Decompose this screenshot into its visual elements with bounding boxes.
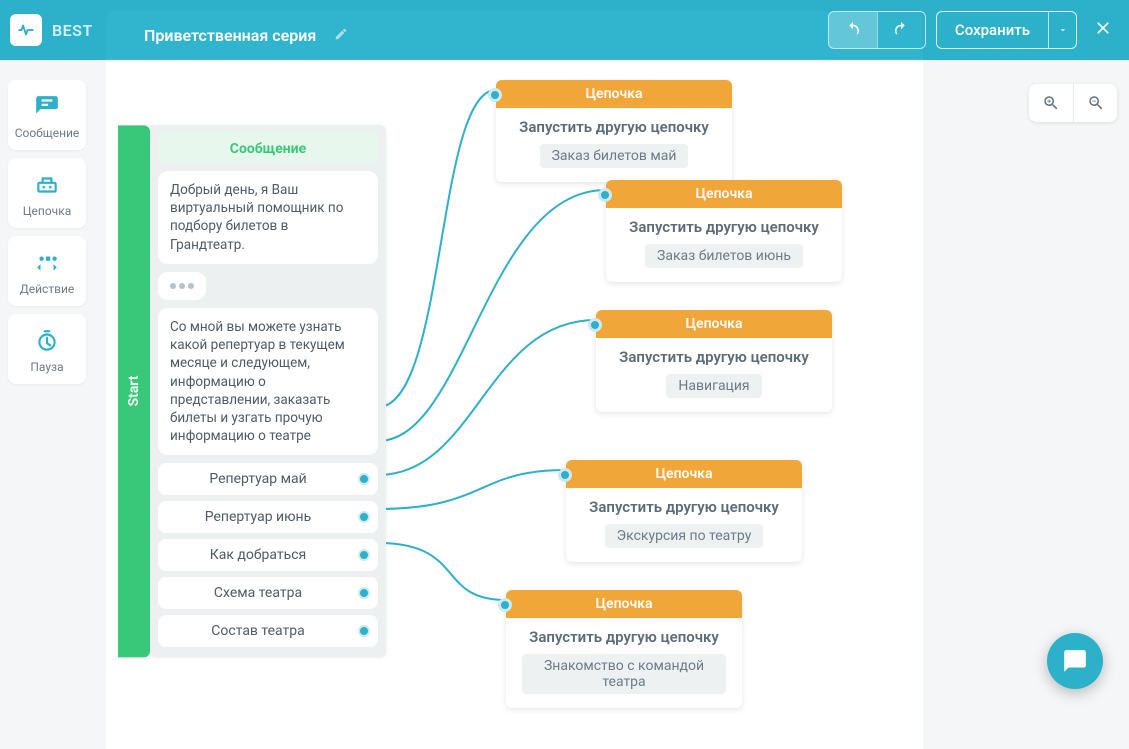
brand-name: BEST: [52, 21, 93, 40]
save-group: Сохранить: [936, 11, 1077, 49]
edit-title-icon[interactable]: [334, 26, 348, 45]
edge: [378, 470, 566, 509]
right-tools: Сохранить: [828, 0, 1119, 60]
brand: BEST: [0, 14, 106, 46]
undo-button[interactable]: [829, 12, 877, 48]
chain-target-pill: Навигация: [666, 374, 761, 398]
message-option[interactable]: Как добраться: [158, 539, 378, 571]
chain-subtitle: Запустить другую цепочку: [612, 348, 816, 366]
chevron-down-icon: [1058, 25, 1068, 35]
chain-node[interactable]: Цепочка Запустить другую цепочку Экскурсия…: [566, 460, 802, 562]
chain-node[interactable]: Цепочка Запустить другую цепочку Навигация: [596, 310, 832, 412]
chain-body: Запустить другую цепочку Навигация: [596, 338, 832, 398]
brand-logo: [10, 14, 42, 46]
option-output-port[interactable]: [358, 625, 370, 637]
chain-target-pill: Заказ билетов май: [540, 144, 689, 168]
undo-icon: [844, 21, 862, 39]
option-label: Состав театра: [211, 623, 304, 639]
canvas[interactable]: Start Сообщение Добрый день, я Ваш вирту…: [106, 60, 923, 749]
chain-body: Запустить другую цепочку Экскурсия по теа…: [566, 488, 802, 548]
chain-target-pill: Знакомство с командой театра: [522, 654, 726, 694]
chain-header: Цепочка: [606, 180, 842, 208]
edge: [378, 543, 506, 600]
chain-node[interactable]: Цепочка Запустить другую цепочку Знакомств…: [506, 590, 742, 708]
save-dropdown-button[interactable]: [1048, 12, 1076, 48]
chain-subtitle: Запустить другую цепочку: [512, 118, 716, 136]
option-output-port[interactable]: [358, 473, 370, 485]
chain-body: Запустить другую цепочку Заказ билетов ма…: [496, 108, 732, 168]
chain-icon: [34, 172, 60, 198]
chain-subtitle: Запустить другую цепочку: [582, 498, 786, 516]
chain-input-port[interactable]: [488, 88, 502, 102]
editor-header: Приветственная серия: [106, 11, 923, 60]
chain-header: Цепочка: [566, 460, 802, 488]
chain-subtitle: Запустить другую цепочку: [522, 628, 726, 646]
message-node-title: Сообщение: [158, 131, 378, 163]
zoom-in-button[interactable]: [1029, 84, 1073, 122]
option-output-port[interactable]: [358, 587, 370, 599]
option-label: Репертуар май: [209, 471, 306, 487]
zoom-out-button[interactable]: [1073, 84, 1117, 122]
chain-subtitle: Запустить другую цепочку: [622, 218, 826, 236]
flow-title: Приветственная серия: [144, 26, 316, 45]
chain-header: Цепочка: [506, 590, 742, 618]
option-output-port[interactable]: [358, 511, 370, 523]
zoom-in-icon: [1042, 94, 1060, 112]
palette-pause[interactable]: Пауза: [8, 314, 86, 384]
edge: [378, 320, 596, 475]
chain-input-port[interactable]: [498, 598, 512, 612]
message-option[interactable]: Репертуар июнь: [158, 501, 378, 533]
chain-node[interactable]: Цепочка Запустить другую цепочку Заказ бил…: [606, 180, 842, 282]
palette-chain-label: Цепочка: [23, 204, 71, 218]
chain-node[interactable]: Цепочка Запустить другую цепочку Заказ бил…: [496, 80, 732, 182]
redo-button[interactable]: [877, 12, 925, 48]
start-badge: Start: [118, 125, 150, 657]
block-palette: Сообщение Цепочка Действие Пауза: [8, 80, 86, 384]
palette-message[interactable]: Сообщение: [8, 80, 86, 150]
action-icon: [34, 250, 60, 276]
chain-body: Запустить другую цепочку Знакомство с ком…: [506, 618, 742, 694]
option-output-port[interactable]: [358, 549, 370, 561]
pause-icon: [34, 328, 60, 354]
chain-header: Цепочка: [596, 310, 832, 338]
palette-chain[interactable]: Цепочка: [8, 158, 86, 228]
message-option[interactable]: Схема театра: [158, 577, 378, 609]
zoom-out-icon: [1087, 94, 1105, 112]
message-option[interactable]: Репертуар май: [158, 463, 378, 495]
message-bubble-2: Со мной вы можете узнать какой репертуар…: [158, 308, 378, 456]
save-button[interactable]: Сохранить: [937, 12, 1048, 48]
options-list: Репертуар май Репертуар июнь Как добраться…: [158, 463, 378, 647]
palette-action[interactable]: Действие: [8, 236, 86, 306]
option-label: Схема театра: [214, 585, 302, 601]
chain-input-port[interactable]: [558, 468, 572, 482]
typing-indicator: [158, 272, 206, 300]
edge: [378, 90, 496, 407]
message-node: Сообщение Добрый день, я Ваш виртуальный…: [150, 125, 386, 657]
pulse-icon: [17, 21, 35, 39]
redo-icon: [892, 21, 910, 39]
option-label: Как добраться: [210, 547, 306, 563]
chain-body: Запустить другую цепочку Заказ билетов ию…: [606, 208, 842, 268]
palette-message-label: Сообщение: [15, 126, 80, 140]
help-fab[interactable]: [1047, 633, 1103, 689]
topbar: BEST Приветственная серия Сохранить: [0, 0, 1129, 60]
chain-input-port[interactable]: [588, 318, 602, 332]
palette-pause-label: Пауза: [30, 360, 63, 374]
chain-target-pill: Экскурсия по театру: [605, 524, 764, 548]
chain-header: Цепочка: [496, 80, 732, 108]
zoom-controls: [1029, 84, 1117, 122]
message-bubble-1: Добрый день, я Ваш виртуальный помощник …: [158, 171, 378, 264]
message-option[interactable]: Состав театра: [158, 615, 378, 647]
start-node[interactable]: Start Сообщение Добрый день, я Ваш вирту…: [118, 125, 386, 657]
option-label: Репертуар июнь: [205, 509, 311, 525]
close-icon: [1093, 18, 1113, 38]
chain-target-pill: Заказ билетов июнь: [645, 244, 803, 268]
message-icon: [34, 94, 60, 120]
close-button[interactable]: [1087, 18, 1119, 42]
undo-redo-group: [828, 11, 926, 49]
chat-icon: [1062, 648, 1088, 674]
edge: [378, 190, 606, 441]
palette-action-label: Действие: [20, 282, 75, 296]
chain-input-port[interactable]: [598, 188, 612, 202]
